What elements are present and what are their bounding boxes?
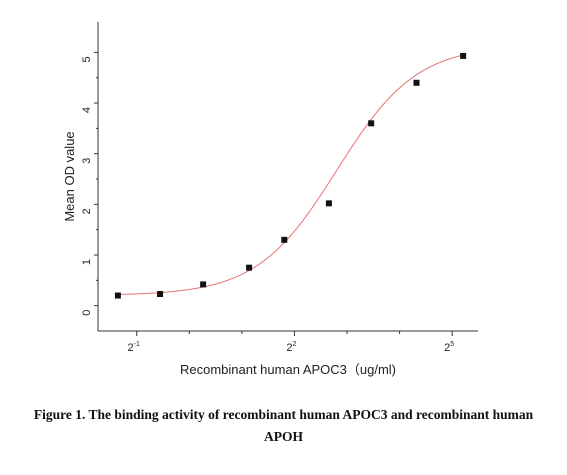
data-points [114, 52, 467, 299]
x-tick-label-5: 25 [444, 341, 454, 354]
data-point-5 [281, 236, 288, 243]
data-point-3 [200, 281, 207, 288]
x-axis-ticks: 2-1 22 25 [128, 331, 454, 354]
y-tick-label-5: 5 [81, 56, 93, 62]
data-point-6 [325, 200, 332, 207]
data-point-9 [460, 52, 467, 59]
x-axis-label: Recombinant human APOC3（ug/ml) [180, 362, 396, 377]
x-tick-label--1: 2-1 [128, 341, 140, 354]
y-tick-label-3: 3 [81, 158, 93, 164]
y-tick-label-1: 1 [81, 259, 93, 265]
figure-caption: Figure 1. The binding activity of recomb… [0, 404, 567, 448]
data-point-1 [114, 292, 121, 299]
y-tick-label-2: 2 [81, 208, 93, 214]
data-point-2 [157, 291, 164, 298]
y-tick-label-0: 0 [81, 310, 93, 316]
fit-curve-line [117, 54, 464, 296]
data-point-8 [413, 79, 420, 86]
y-axis-ticks: 0 1 2 3 4 5 [81, 51, 98, 316]
x-tick-label-2: 22 [286, 341, 296, 354]
caption-line-2: APOH [264, 429, 303, 444]
y-axis-label: Mean OD value [62, 131, 77, 221]
data-point-7 [368, 120, 375, 127]
data-point-4 [246, 264, 253, 271]
y-tick-label-4: 4 [81, 107, 93, 113]
caption-line-1: Figure 1. The binding activity of recomb… [33, 407, 534, 422]
plot-axes [97, 22, 478, 332]
